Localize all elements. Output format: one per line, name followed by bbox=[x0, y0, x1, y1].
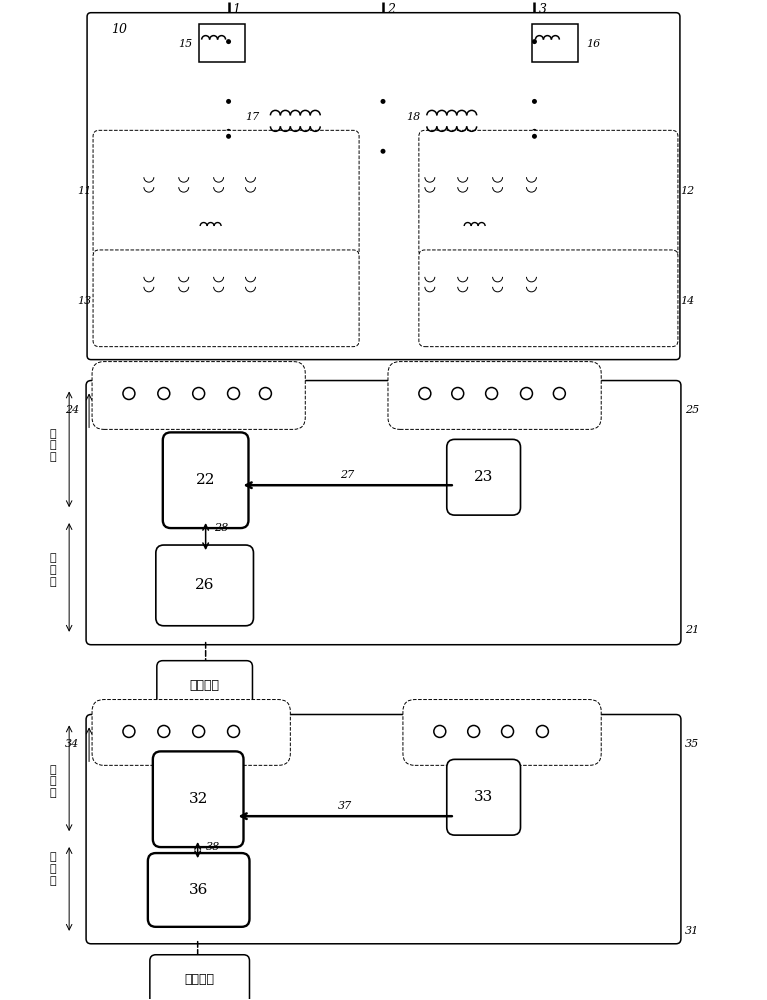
Text: 33: 33 bbox=[474, 790, 493, 804]
Circle shape bbox=[123, 725, 135, 737]
Circle shape bbox=[259, 388, 272, 399]
Text: 1: 1 bbox=[232, 3, 241, 16]
Text: 35: 35 bbox=[685, 739, 700, 749]
Circle shape bbox=[193, 725, 205, 737]
Text: 36: 36 bbox=[189, 883, 209, 897]
Text: 37: 37 bbox=[338, 801, 352, 811]
Text: 34: 34 bbox=[65, 739, 79, 749]
Bar bbox=[532, 24, 578, 62]
Text: 高
压
侧: 高 压 侧 bbox=[50, 765, 57, 798]
Circle shape bbox=[419, 388, 431, 399]
FancyBboxPatch shape bbox=[150, 955, 249, 1000]
Text: 3: 3 bbox=[538, 3, 546, 16]
FancyBboxPatch shape bbox=[403, 700, 601, 765]
Circle shape bbox=[502, 725, 514, 737]
FancyBboxPatch shape bbox=[86, 381, 681, 645]
Text: 低
压
侧: 低 压 侧 bbox=[50, 553, 57, 587]
Text: 22: 22 bbox=[196, 473, 216, 487]
Circle shape bbox=[123, 388, 135, 399]
Text: 31: 31 bbox=[685, 926, 700, 936]
Circle shape bbox=[226, 39, 231, 44]
Circle shape bbox=[532, 99, 537, 104]
FancyBboxPatch shape bbox=[148, 853, 249, 927]
Circle shape bbox=[536, 725, 548, 737]
Circle shape bbox=[553, 388, 565, 399]
Text: 26: 26 bbox=[195, 578, 215, 592]
Circle shape bbox=[226, 99, 231, 104]
Circle shape bbox=[532, 134, 537, 139]
Text: 10: 10 bbox=[111, 23, 127, 36]
Circle shape bbox=[434, 725, 446, 737]
Bar bbox=[199, 24, 245, 62]
Text: 28: 28 bbox=[214, 523, 228, 533]
FancyBboxPatch shape bbox=[156, 545, 253, 626]
Circle shape bbox=[193, 388, 205, 399]
FancyBboxPatch shape bbox=[93, 130, 359, 257]
Text: 17: 17 bbox=[245, 112, 259, 122]
Circle shape bbox=[158, 725, 170, 737]
Text: 15: 15 bbox=[179, 39, 193, 49]
FancyBboxPatch shape bbox=[153, 751, 243, 847]
Circle shape bbox=[226, 129, 231, 134]
Text: 用户主站: 用户主站 bbox=[189, 679, 219, 692]
Text: 32: 32 bbox=[189, 792, 208, 806]
Text: 23: 23 bbox=[474, 470, 493, 484]
Text: 2: 2 bbox=[387, 3, 395, 16]
Circle shape bbox=[521, 388, 532, 399]
Circle shape bbox=[486, 388, 498, 399]
Text: 11: 11 bbox=[77, 186, 91, 196]
Circle shape bbox=[226, 134, 231, 139]
Text: 用户主站: 用户主站 bbox=[185, 973, 215, 986]
Text: 21: 21 bbox=[685, 625, 700, 635]
Circle shape bbox=[468, 725, 479, 737]
FancyBboxPatch shape bbox=[92, 362, 305, 429]
Text: 高
压
侧: 高 压 侧 bbox=[50, 429, 57, 462]
Text: 13: 13 bbox=[77, 296, 91, 306]
Text: 12: 12 bbox=[680, 186, 694, 196]
Circle shape bbox=[452, 388, 464, 399]
Circle shape bbox=[532, 129, 537, 134]
Text: 低
压
侧: 低 压 侧 bbox=[50, 852, 57, 886]
FancyBboxPatch shape bbox=[163, 432, 249, 528]
FancyBboxPatch shape bbox=[92, 700, 291, 765]
FancyBboxPatch shape bbox=[446, 759, 521, 835]
Text: 27: 27 bbox=[340, 470, 354, 480]
Text: 38: 38 bbox=[206, 842, 220, 852]
FancyBboxPatch shape bbox=[419, 250, 678, 347]
FancyBboxPatch shape bbox=[446, 439, 521, 515]
Circle shape bbox=[158, 388, 170, 399]
FancyBboxPatch shape bbox=[93, 250, 359, 347]
FancyBboxPatch shape bbox=[156, 661, 252, 711]
Circle shape bbox=[532, 39, 537, 44]
Circle shape bbox=[228, 725, 239, 737]
FancyBboxPatch shape bbox=[419, 130, 678, 257]
Text: 25: 25 bbox=[685, 405, 700, 415]
FancyBboxPatch shape bbox=[86, 714, 681, 944]
Text: 18: 18 bbox=[406, 112, 420, 122]
Circle shape bbox=[380, 99, 386, 104]
Circle shape bbox=[380, 149, 386, 154]
FancyBboxPatch shape bbox=[87, 13, 680, 360]
Text: 16: 16 bbox=[586, 39, 601, 49]
Circle shape bbox=[228, 388, 239, 399]
Text: 14: 14 bbox=[680, 296, 694, 306]
Text: 24: 24 bbox=[65, 405, 79, 415]
FancyBboxPatch shape bbox=[388, 362, 601, 429]
